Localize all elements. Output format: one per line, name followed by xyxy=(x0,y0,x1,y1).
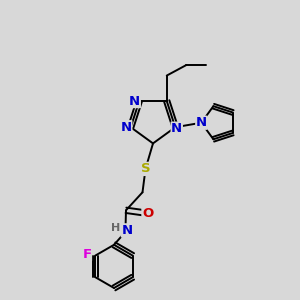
Text: S: S xyxy=(141,162,150,176)
Text: N: N xyxy=(171,122,182,135)
Text: N: N xyxy=(121,224,133,237)
Text: F: F xyxy=(82,248,92,261)
Text: N: N xyxy=(196,116,207,129)
Text: H: H xyxy=(111,223,120,233)
Text: O: O xyxy=(142,207,153,220)
Text: N: N xyxy=(129,94,140,108)
Text: N: N xyxy=(121,121,132,134)
